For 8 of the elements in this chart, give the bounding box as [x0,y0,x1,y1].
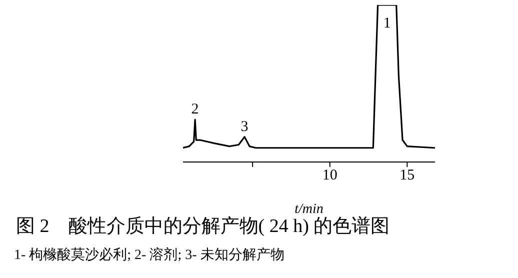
annotation: 3 [240,118,248,135]
annotation: 2 [191,102,199,118]
x-tick-label: 10 [322,168,338,184]
text: 1- 枸橼酸莫沙必利; 2- 溶剂; 3- 未知分解产物 [14,246,284,264]
x-axis-title: t/min [294,202,324,217]
x-tick-label: 15 [400,168,415,184]
annotation: 1 [383,16,391,32]
text: 图 2 酸性介质中的分解产物( 24 h) 的色谱图 [16,215,390,239]
